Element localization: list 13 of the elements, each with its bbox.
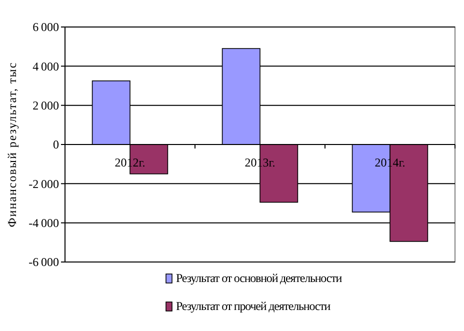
y-tick-label: -2 000 xyxy=(28,176,59,191)
y-tick-label: 2 000 xyxy=(32,98,59,113)
x-tick-label: 2013г. xyxy=(244,156,276,170)
legend-label: Результат от основной деятельности xyxy=(176,271,343,285)
y-axis-title: Финансовый результат, тыс xyxy=(5,62,19,228)
y-tick-label: 6 000 xyxy=(32,20,59,34)
y-tick-label: -4 000 xyxy=(28,216,59,230)
y-tick-label: -6 000 xyxy=(28,255,59,270)
x-tick-label: 2014г. xyxy=(374,156,406,170)
y-tick-label: 4 000 xyxy=(32,59,59,74)
legend-label: Результат от прочей деятельности xyxy=(176,299,332,313)
x-tick-label: 2012г. xyxy=(114,156,146,170)
y-tick-label: 0 xyxy=(53,138,59,152)
